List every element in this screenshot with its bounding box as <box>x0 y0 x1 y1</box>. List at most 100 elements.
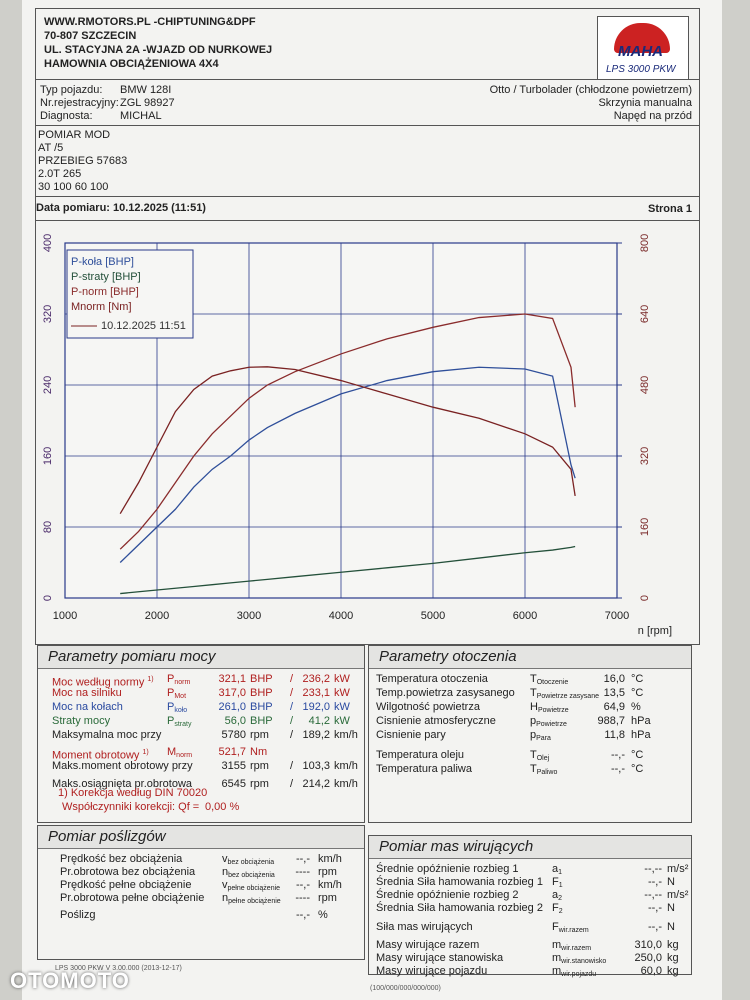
row-unit: m/s² <box>667 889 689 901</box>
x-tick-label: 6000 <box>513 610 537 622</box>
row-label: Cisnienie pary <box>376 729 446 742</box>
y2-tick-label: 480 <box>639 376 651 394</box>
y2-tick-label: 640 <box>639 305 651 323</box>
row-value: --,- <box>295 853 310 865</box>
row-symbol-sub: 2 <box>558 895 563 902</box>
row-symbol-sub: wir.pojazdu <box>561 971 597 978</box>
row-value: 64,9 <box>603 701 625 713</box>
row-value: --,- <box>295 909 310 921</box>
row-label: Pr.obrotowa bez obciążenia <box>60 866 195 879</box>
footer-text: LPS 3000 PKW V 3.00.000 (2013-12-17) <box>55 965 182 972</box>
section-band <box>38 646 364 669</box>
row-label-text: Temperatura paliwa <box>376 763 472 775</box>
row-label-text: Maks.osiągnięta pr.obrotowa <box>52 778 193 790</box>
section-title: Parametry otoczenia <box>379 648 517 665</box>
row-value: 56,0 <box>224 715 246 727</box>
row-value2: 233,1 <box>302 687 330 699</box>
row-label: Siła mas wirujących <box>376 921 473 934</box>
row-label-text: Masy wirujące razem <box>376 939 480 951</box>
row-symbol-sub: 2 <box>558 908 563 915</box>
row-label: Masy wirujące pojazdu <box>376 965 487 978</box>
row-unit: m/s² <box>667 863 689 875</box>
row-symbol-text: a <box>552 863 559 875</box>
row-unit2: kW <box>334 687 350 699</box>
note-line: PRZEBIEG 57683 <box>38 155 128 167</box>
section-band <box>369 836 691 859</box>
row-label-text: Średnie opóźnienie rozbieg 2 <box>376 889 519 901</box>
chart-box <box>35 220 700 645</box>
page-number: Strona 1 <box>647 203 692 215</box>
row-value: ---- <box>295 892 310 904</box>
logo-box: MAHA LPS 3000 PKW <box>597 16 689 80</box>
row-symbol: pPara <box>530 729 551 745</box>
row-symbol-text: v <box>222 853 228 865</box>
row-symbol-text: m <box>552 952 562 964</box>
row-symbol-sub: 1 <box>558 869 563 876</box>
row-label: Cisnienie atmosferyczne <box>376 715 496 728</box>
row-sep: / <box>290 778 294 790</box>
row-symbol-text: p <box>530 715 537 727</box>
row-symbol-text: m <box>552 939 562 951</box>
legend-box <box>66 249 194 339</box>
row-unit: rpm <box>318 866 337 878</box>
row-symbol-text: P <box>167 715 175 727</box>
legend-entry: P-straty [BHP] <box>71 271 141 283</box>
row-symbol: mwir.razem <box>552 939 591 955</box>
row-symbol: vpełne obciążenie <box>222 879 280 895</box>
row-label-text: Pr.obrotowa pełne obciążenie <box>60 892 205 904</box>
measure-date: Data pomiaru: 10.12.2025 (11:51) <box>36 202 206 214</box>
row-label-text: Moc na kołach <box>52 701 123 713</box>
row-label-text: Prędkość pełne obciążenie <box>60 879 192 891</box>
row-symbol-sub: norm <box>176 752 193 759</box>
series-line <box>119 366 576 515</box>
row-unit: Nm <box>250 746 268 758</box>
row-note: 1) <box>142 749 149 756</box>
row-label-text: Moment obrotowy <box>52 749 140 762</box>
row-sep: / <box>290 687 294 699</box>
row-unit: km/h <box>318 853 342 865</box>
row-symbol: Pstraty <box>167 715 191 731</box>
row-symbol-text: P <box>167 701 175 713</box>
legend-entry: Mnorm [Nm] <box>71 301 132 313</box>
legend-entry: P-norm [BHP] <box>71 286 139 298</box>
row-symbol-text: H <box>530 701 538 713</box>
row-value: 60,0 <box>640 965 662 977</box>
row-symbol: TOlej <box>530 749 549 765</box>
note-line: POMIAR MOD <box>38 129 111 141</box>
vehicle-label: Nr.rejestracyjny: <box>40 97 119 109</box>
ambient-box <box>368 645 692 823</box>
row-unit: N <box>667 902 675 914</box>
row-label: Średnie opóźnienie rozbieg 1 <box>376 863 519 876</box>
row-unit: rpm <box>250 760 269 772</box>
row-unit: °C <box>631 749 644 761</box>
row-unit: N <box>667 921 675 933</box>
row-symbol: mwir.stanowisko <box>552 952 606 968</box>
series-line <box>120 545 576 595</box>
row-unit2: km/h <box>334 760 358 772</box>
row-value: 11,8 <box>604 729 625 741</box>
row-label-text: Temperatura oleju <box>376 749 465 761</box>
row-unit2: km/h <box>334 778 358 790</box>
row-value: --,- <box>647 902 662 914</box>
row-label-text: Prędkość bez obciążenia <box>60 853 183 865</box>
section-band <box>38 826 364 849</box>
row-symbol-sub: wir.stanowisko <box>561 958 607 965</box>
legend-date: 10.12.2025 11:51 <box>101 320 186 332</box>
row-symbol-sub: Para <box>536 735 551 742</box>
row-unit: N <box>667 876 675 888</box>
row-sep: / <box>290 760 294 772</box>
row-unit2: km/h <box>334 729 358 741</box>
logo-text: MAHA <box>618 43 663 60</box>
row-symbol: nbez obciążenia <box>222 866 275 882</box>
row-label: Średnie opóźnienie rozbieg 2 <box>376 889 519 902</box>
slip-box <box>37 825 365 960</box>
row-symbol-text: p <box>530 729 537 741</box>
row-label-text: Maksymalna moc przy <box>52 729 162 741</box>
watermark: OTOMOTO <box>10 968 130 993</box>
row-label: Wilgotność powietrza <box>376 701 480 714</box>
footer-text: (100/000/000/000/000) <box>370 985 441 992</box>
y2-tick-label: 0 <box>639 595 651 601</box>
row-symbol-sub: wir.razem <box>561 945 592 952</box>
row-label: Temperatura oleju <box>376 749 464 762</box>
